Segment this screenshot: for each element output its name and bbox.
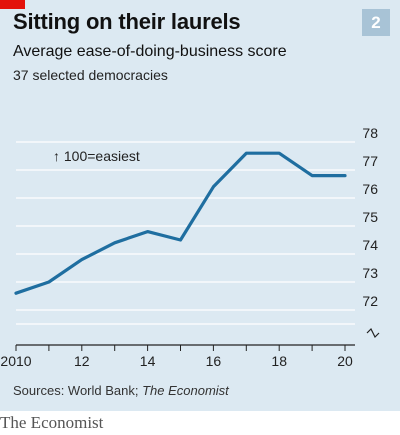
chart-subtitle: Average ease-of-doing-business score (13, 43, 287, 60)
brand-accent-bar (0, 0, 25, 9)
chart-number-badge: 2 (362, 9, 390, 36)
y-tick-label: 77 (362, 153, 378, 169)
chart-annotation: ↑ 100=easiest (53, 148, 140, 164)
x-tick-label: 2010 (0, 353, 31, 369)
source-prefix: Sources: World Bank; (13, 383, 143, 398)
chart-title: Sitting on their laurels (13, 9, 241, 34)
series-line (14, 151, 347, 295)
x-tick-label: 14 (140, 353, 156, 369)
y-tick-label: 78 (362, 125, 378, 141)
source-note: Sources: World Bank; The Economist (13, 383, 229, 398)
footer-brand: The Economist (0, 413, 104, 432)
chart-subsubtitle: 37 selected democracies (13, 67, 168, 83)
y-tick-label: 73 (362, 265, 378, 281)
y-tick-label: 72 (362, 293, 378, 309)
line-chart: 72 73 74 75 76 77 78 2010 12 14 16 18 20 ↑ 100=easies… (0, 125, 380, 369)
x-tick-label: 16 (206, 353, 222, 369)
source-publication: The Economist (142, 383, 229, 398)
chart-card: 2 Sitting on their laurels Average ease-… (0, 0, 400, 411)
axis-break-icon (366, 327, 380, 339)
y-tick-label: 75 (362, 209, 378, 225)
x-tick-label: 18 (271, 353, 287, 369)
x-tick-label: 12 (74, 353, 90, 369)
y-tick-label: 74 (362, 237, 378, 253)
y-tick-label: 76 (362, 181, 378, 197)
x-tick-label: 20 (337, 353, 353, 369)
